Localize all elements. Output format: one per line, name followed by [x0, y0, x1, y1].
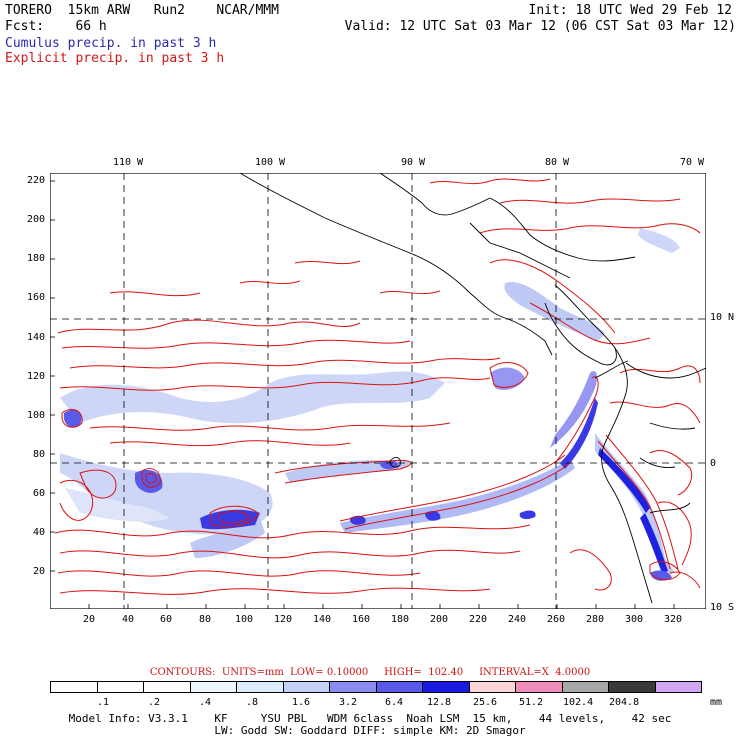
legend-swatch [562, 682, 609, 692]
y-tick: 20 [32, 566, 45, 577]
x-tick: 260 [546, 614, 566, 625]
x-tick: 320 [663, 614, 683, 625]
x-tick: 240 [507, 614, 527, 625]
legend-label: 25.6 [473, 697, 498, 708]
legend-label: .2 [148, 697, 161, 708]
legend-label: 12.8 [427, 697, 452, 708]
legend-swatch [51, 682, 98, 692]
x-tick: 60 [159, 614, 173, 625]
legend-swatch [283, 682, 330, 692]
legend-swatch [376, 682, 423, 692]
valid-time: Valid: 12 UTC Sat 03 Mar 12 (06 CST Sat … [344, 19, 736, 34]
lat-label-10s: 10 S [710, 602, 735, 613]
y-tick: 180 [26, 253, 45, 264]
cumulus-precip-cores [63, 398, 672, 581]
model-title: TORERO 15km ARW Run2 NCAR/MMM [5, 3, 279, 18]
cumulus-precip-label: Cumulus precip. in past 3 h [5, 36, 217, 51]
contour-info: CONTOURS: UNITS=mm LOW= 0.10000 HIGH= 10… [149, 667, 591, 678]
lon-label-70w: 70 W [679, 157, 705, 168]
legend-swatch [469, 682, 516, 692]
y-tick: 100 [26, 410, 45, 421]
y-tick: 80 [32, 449, 45, 460]
legend-label: .4 [199, 697, 212, 708]
x-tick: 160 [351, 614, 371, 625]
y-tick: 160 [26, 292, 45, 303]
x-tick: 80 [198, 614, 212, 625]
graticule [50, 173, 706, 609]
legend-swatch [423, 682, 470, 692]
model-info: Model Info: V3.3.1 KF YSU PBL WDM 6class… [68, 712, 672, 725]
legend-swatch [609, 682, 656, 692]
x-tick: 280 [585, 614, 605, 625]
lon-label-80w: 80 W [544, 157, 570, 168]
x-tick: 300 [624, 614, 644, 625]
y-tick: 140 [26, 332, 45, 343]
lon-label-110w: 110 W [112, 157, 144, 168]
legend-label: 204.8 [609, 697, 640, 708]
legend-units: mm [710, 697, 723, 708]
y-tick: 40 [32, 527, 45, 538]
lon-label-100w: 100 W [254, 157, 286, 168]
lat-label-10n: 10 N [710, 312, 735, 323]
x-tick: 180 [390, 614, 410, 625]
legend-label: 102.4 [563, 697, 594, 708]
x-tick: 100 [234, 614, 254, 625]
x-tick: 120 [273, 614, 293, 625]
forecast-hour: Fcst: 66 h [5, 19, 107, 34]
x-tick: 20 [82, 614, 96, 625]
legend-swatch [144, 682, 191, 692]
legend-label: .1 [97, 697, 110, 708]
x-tick: 40 [121, 614, 135, 625]
legend-label: 3.2 [339, 697, 358, 708]
x-tick: 220 [468, 614, 488, 625]
lat-label-0: 0 [710, 458, 717, 469]
y-tick: 200 [26, 214, 45, 225]
legend-swatch [237, 682, 284, 692]
y-tick: 220 [26, 175, 45, 186]
lon-label-90w: 90 W [400, 157, 426, 168]
legend-label: 6.4 [385, 697, 404, 708]
coastlines [239, 173, 706, 604]
init-time: Init: 18 UTC Wed 29 Feb 12 [528, 3, 733, 18]
legend-label: 51.2 [519, 697, 544, 708]
precip-legend-bar [50, 681, 702, 693]
physics-info: LW: Godd SW: Goddard DIFF: simple KM: 2D… [214, 724, 526, 737]
x-tick: 140 [312, 614, 332, 625]
precip-map [50, 173, 706, 609]
legend-swatch [655, 682, 701, 692]
legend-swatch [516, 682, 563, 692]
legend-label: 1.6 [292, 697, 311, 708]
legend-swatch [97, 682, 144, 692]
legend-label: .8 [246, 697, 259, 708]
x-tick: 200 [429, 614, 449, 625]
legend-swatch [190, 682, 237, 692]
explicit-precip-contours [54, 178, 701, 595]
y-tick: 60 [32, 488, 45, 499]
legend-swatch [330, 682, 377, 692]
y-tick: 120 [26, 371, 45, 382]
explicit-precip-label: Explicit precip. in past 3 h [5, 51, 225, 66]
axis-ticks [50, 180, 675, 609]
